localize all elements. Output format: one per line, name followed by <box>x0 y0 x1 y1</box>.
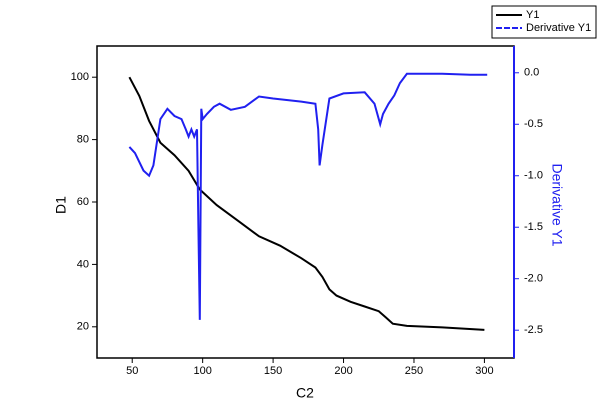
y2-tick-label: 0.0 <box>524 67 539 79</box>
x-tick-label: 250 <box>405 365 423 377</box>
y2-tick-label: -1.0 <box>524 170 543 182</box>
x-axis-label: C2 <box>296 385 314 401</box>
series-line <box>128 72 488 320</box>
plot-frame <box>96 45 515 359</box>
y-tick-label: 100 <box>71 71 89 83</box>
y-axis-label: D1 <box>53 196 69 214</box>
legend-label: Y1 <box>526 9 539 21</box>
series-line <box>128 76 485 331</box>
x-tick-label: 100 <box>193 365 211 377</box>
y2-tick-label: -0.5 <box>524 118 543 130</box>
legend-label: Derivative Y1 <box>526 22 591 34</box>
y2-tick-label: -2.5 <box>524 324 543 336</box>
y-tick-label: 20 <box>77 321 89 333</box>
x-tick-label: 150 <box>264 365 282 377</box>
x-tick-label: 50 <box>126 365 138 377</box>
x-tick-label: 300 <box>475 365 493 377</box>
y-tick-label: 60 <box>77 196 89 208</box>
y2-axis-label: Derivative Y1 <box>549 163 565 246</box>
y-tick-label: 40 <box>77 258 89 270</box>
x-tick-label: 200 <box>334 365 352 377</box>
y-tick-label: 80 <box>77 134 89 146</box>
y2-tick-label: -2.0 <box>524 273 543 285</box>
legend-box <box>491 5 597 39</box>
y2-tick-label: -1.5 <box>524 221 543 233</box>
